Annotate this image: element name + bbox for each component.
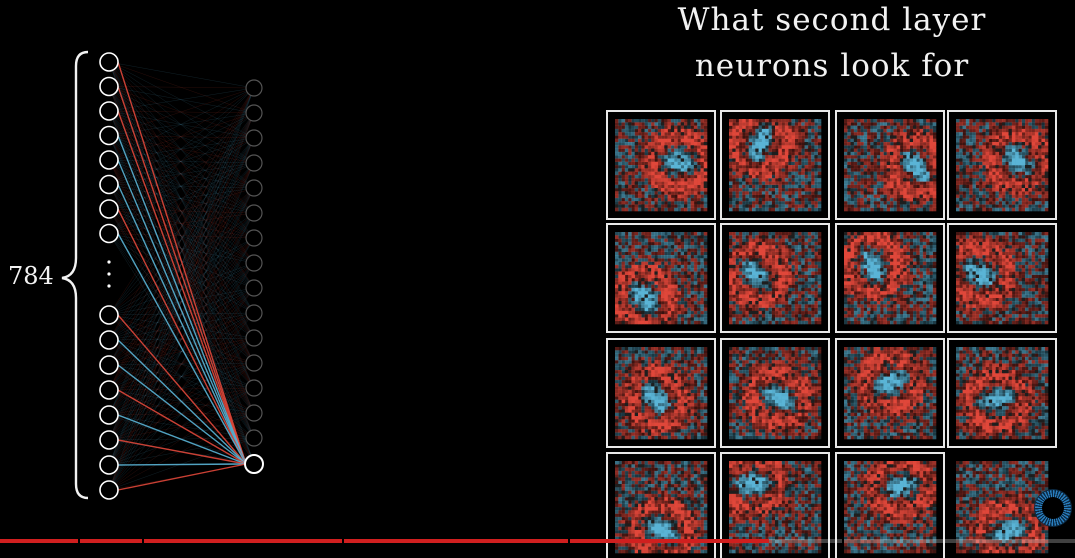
input-neuron bbox=[99, 380, 119, 400]
input-neuron bbox=[99, 330, 119, 350]
connection-edges bbox=[108, 61, 255, 491]
weight-edge bbox=[117, 233, 247, 465]
weight-edge bbox=[117, 61, 247, 465]
input-neuron bbox=[99, 430, 119, 450]
weight-edge bbox=[117, 463, 247, 491]
weight-pixels bbox=[844, 461, 937, 554]
loading-spinner-icon bbox=[1035, 490, 1071, 526]
weight-image-tile bbox=[606, 223, 716, 333]
title-line-1: What second layer bbox=[677, 2, 987, 38]
weight-image-tile bbox=[947, 110, 1057, 220]
weight-pixels bbox=[615, 232, 708, 325]
input-neuron bbox=[99, 76, 119, 97]
weight-image-tile bbox=[606, 110, 716, 220]
second-layer-neuron bbox=[245, 304, 263, 322]
second-layer-neuron bbox=[245, 279, 263, 297]
second-layer-neuron bbox=[245, 129, 263, 147]
chapter-marker bbox=[568, 539, 570, 543]
input-neuron bbox=[99, 125, 119, 146]
input-neuron bbox=[99, 355, 119, 375]
weight-pixels bbox=[844, 232, 937, 325]
second-layer-neuron bbox=[245, 254, 263, 272]
weight-edge bbox=[117, 86, 247, 465]
weight-edge bbox=[117, 339, 247, 465]
title-line-2: neurons look for bbox=[694, 48, 970, 84]
weight-pixels bbox=[844, 347, 937, 440]
chapter-marker bbox=[842, 539, 844, 543]
weight-image-tile bbox=[947, 223, 1057, 333]
second-layer-neuron bbox=[245, 104, 263, 122]
weight-image-tile bbox=[835, 223, 945, 333]
weight-pixels bbox=[956, 347, 1049, 440]
second-layer-neuron bbox=[245, 429, 263, 447]
weight-image-tile bbox=[720, 110, 830, 220]
input-neuron bbox=[99, 150, 119, 170]
ellipsis-dot bbox=[107, 284, 111, 288]
input-neuron bbox=[99, 405, 119, 425]
weight-pixels bbox=[729, 347, 822, 440]
weight-pixels bbox=[615, 347, 708, 440]
input-layer-neurons bbox=[99, 52, 119, 500]
weight-edge bbox=[117, 414, 247, 465]
second-layer-neuron bbox=[245, 154, 263, 172]
weight-image-tile bbox=[947, 338, 1057, 448]
chapter-marker bbox=[78, 539, 80, 543]
second-layer-neuron bbox=[245, 329, 263, 347]
weight-image-tile bbox=[835, 338, 945, 448]
video-progress-bar[interactable] bbox=[0, 539, 1075, 543]
chapter-marker bbox=[142, 539, 144, 543]
weight-edge bbox=[117, 463, 247, 466]
input-neuron bbox=[99, 199, 119, 219]
input-neuron bbox=[99, 455, 119, 475]
weight-edge bbox=[117, 314, 247, 465]
second-layer-neuron bbox=[245, 204, 263, 222]
selected-neuron bbox=[244, 454, 264, 474]
weight-pixels bbox=[615, 119, 708, 212]
input-neuron bbox=[99, 174, 119, 195]
weight-edge bbox=[117, 208, 247, 465]
weight-edge bbox=[117, 110, 247, 465]
input-count-label: 784 bbox=[8, 262, 54, 290]
ellipsis-dot bbox=[107, 272, 111, 276]
weight-edge bbox=[117, 184, 247, 465]
input-neuron bbox=[99, 101, 119, 121]
input-ellipsis bbox=[107, 260, 111, 288]
weight-edge bbox=[117, 439, 247, 465]
brace-path bbox=[61, 50, 89, 500]
second-layer-neuron bbox=[245, 229, 263, 247]
weight-image-tile bbox=[720, 338, 830, 448]
weight-pixels bbox=[956, 119, 1049, 212]
weight-pixels bbox=[844, 119, 937, 212]
weight-image-tile bbox=[835, 452, 945, 558]
ellipsis-dot bbox=[107, 260, 111, 264]
weight-edge bbox=[117, 364, 247, 465]
second-layer-neuron bbox=[245, 179, 263, 197]
weight-pixels bbox=[956, 232, 1049, 325]
input-neuron bbox=[99, 305, 119, 325]
weight-edge bbox=[117, 159, 247, 465]
weight-image-tile bbox=[606, 338, 716, 448]
input-neuron bbox=[99, 223, 119, 244]
weight-pixels bbox=[729, 119, 822, 212]
weight-edge bbox=[117, 389, 247, 465]
weight-edge bbox=[117, 135, 247, 465]
weight-image-tile bbox=[835, 110, 945, 220]
second-layer-neurons bbox=[244, 79, 264, 474]
video-progress-fill bbox=[0, 539, 769, 543]
input-neuron bbox=[99, 480, 119, 500]
weight-visualization-grid bbox=[606, 110, 1057, 558]
weight-pixels bbox=[729, 232, 822, 325]
second-layer-neuron bbox=[245, 379, 263, 397]
input-neuron bbox=[99, 52, 119, 72]
second-layer-neuron bbox=[245, 404, 263, 422]
chapter-marker bbox=[342, 539, 344, 543]
input-layer-brace bbox=[61, 50, 89, 500]
second-layer-neuron bbox=[245, 79, 263, 97]
weight-image-tile bbox=[720, 223, 830, 333]
second-layer-neuron bbox=[245, 354, 263, 372]
